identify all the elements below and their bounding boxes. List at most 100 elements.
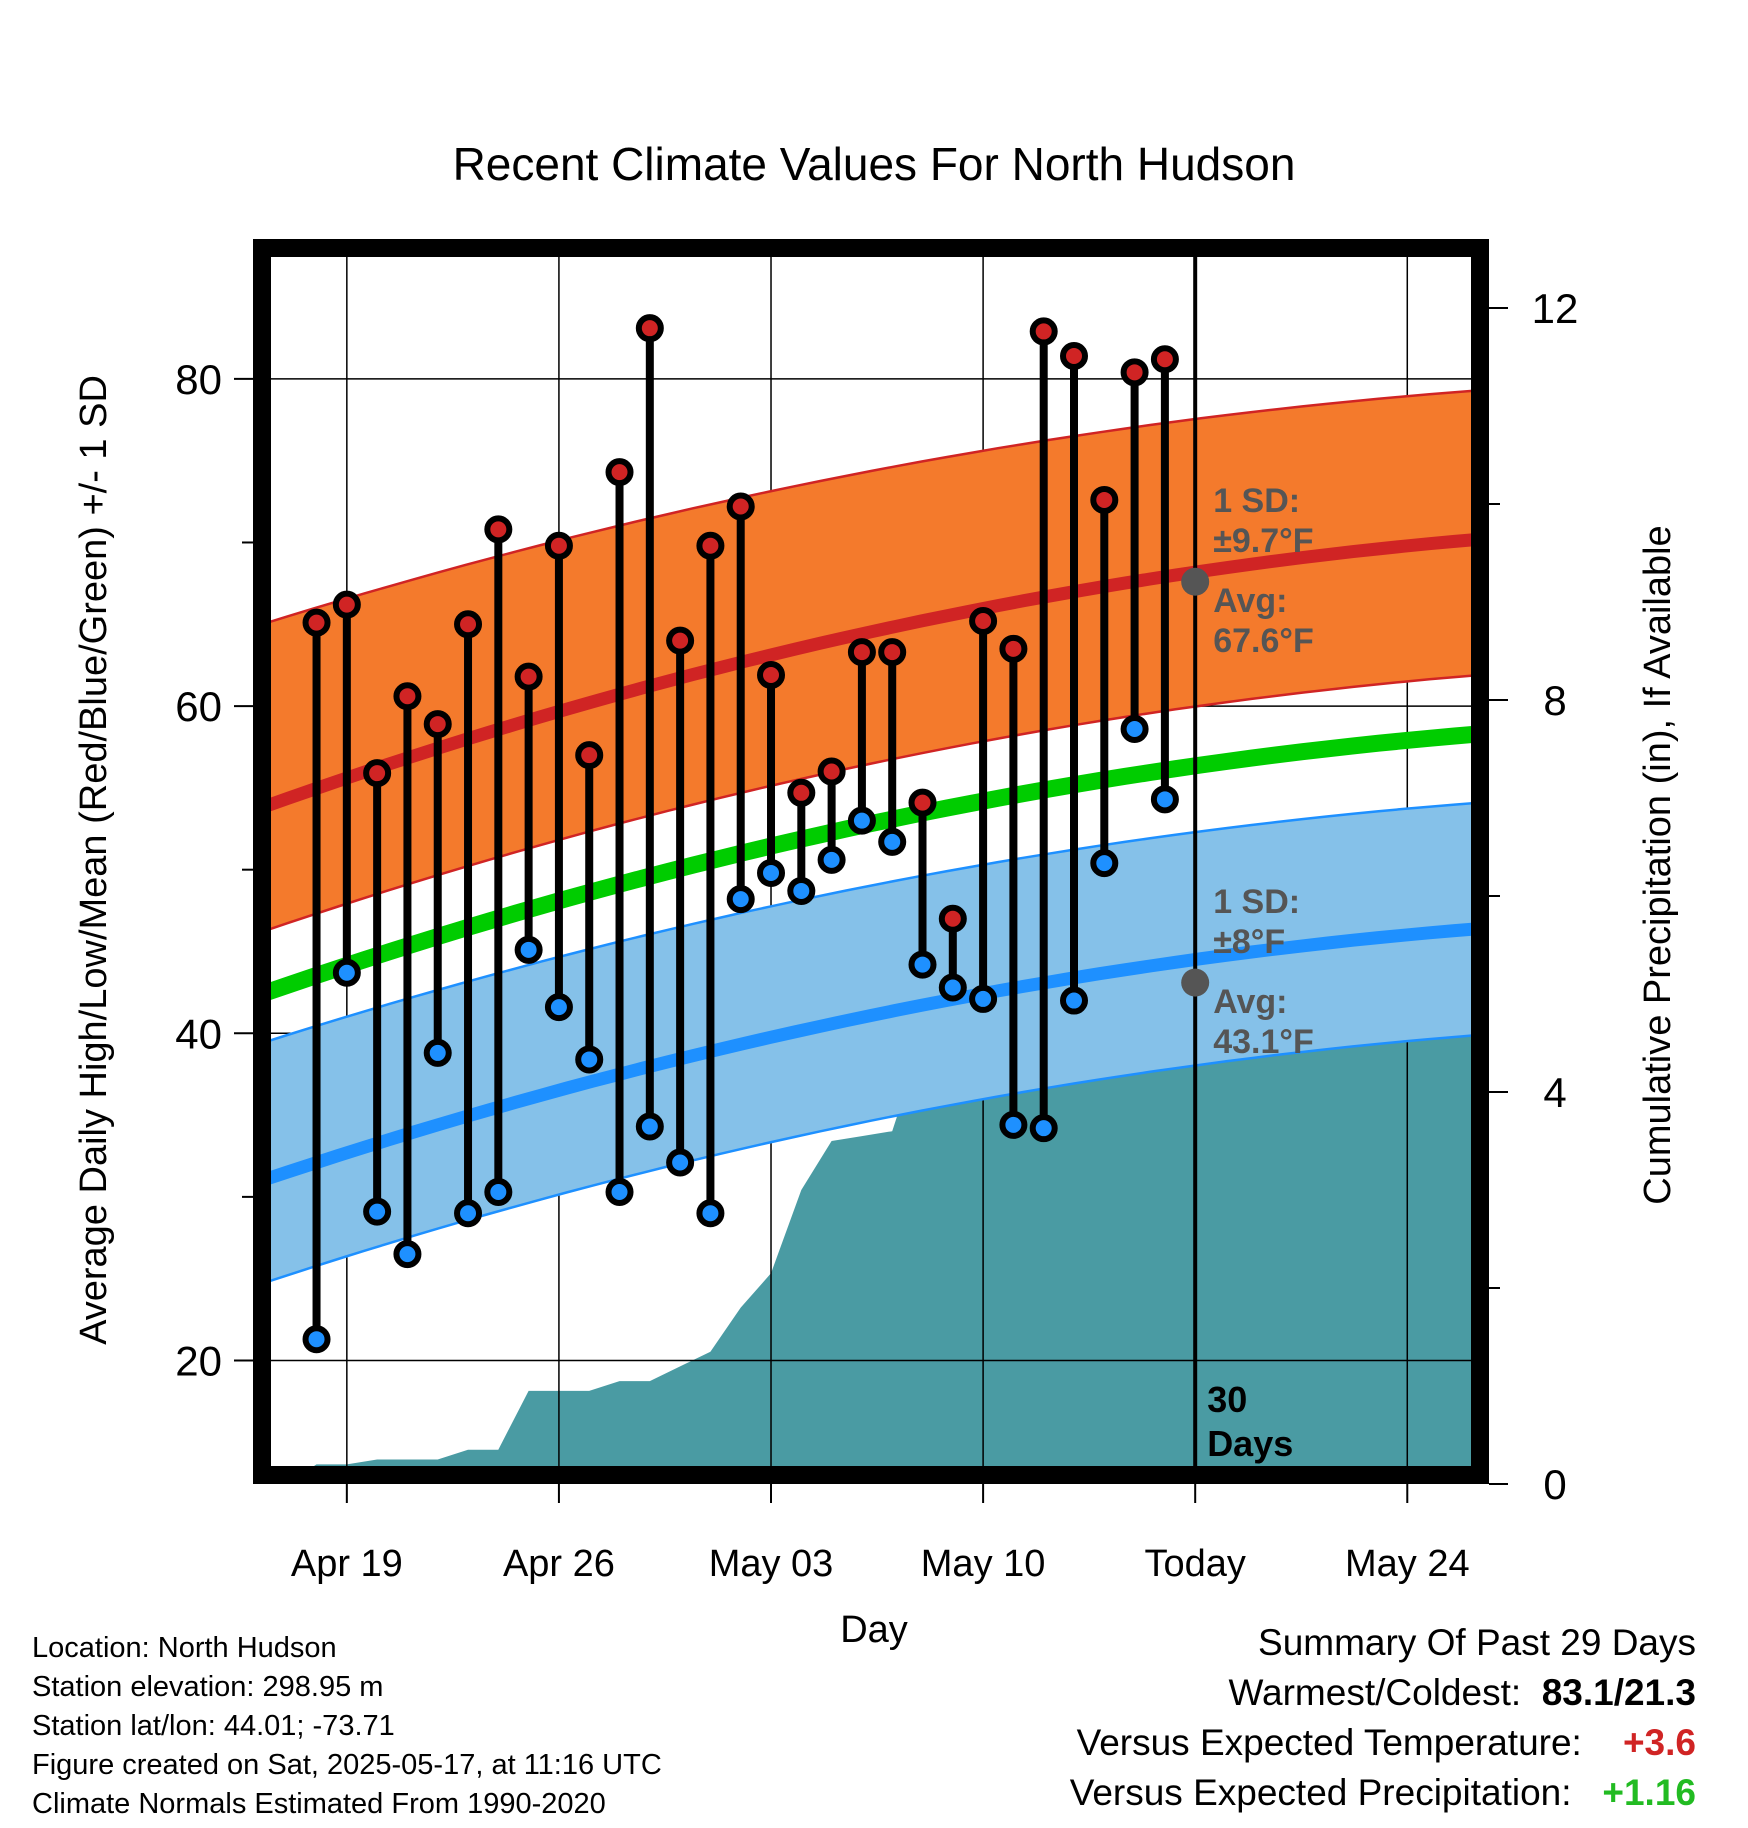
daily-low-point (1090, 849, 1119, 878)
daily-low-point (666, 1148, 695, 1177)
daily-high-point (393, 682, 422, 711)
daily-low-point (484, 1177, 513, 1206)
warm-cold-value: 83.1/21.3 (1541, 1672, 1696, 1713)
high-avg-marker (1181, 567, 1210, 596)
daily-high-point (1029, 317, 1058, 346)
y-tick-label: 60 (175, 683, 222, 730)
daily-high-point (847, 638, 876, 667)
daily-high-point (787, 778, 816, 807)
summary-title: Summary Of Past 29 Days (1258, 1622, 1696, 1663)
daily-high-point (666, 626, 695, 655)
daily-high-point (969, 607, 998, 636)
daily-low-point (999, 1110, 1028, 1139)
low-annotation-text: 43.1°F (1213, 1023, 1314, 1061)
summary-temperature: Versus Expected Temperature: +3.6 (1077, 1722, 1696, 1764)
daily-low-point (423, 1038, 452, 1067)
chart-title: Recent Climate Values For North Hudson (453, 138, 1296, 190)
warm-cold-label: Warmest/Coldest: (1228, 1672, 1522, 1713)
precip-label: Versus Expected Precipitation: (1069, 1772, 1572, 1813)
plot-frame (253, 239, 1489, 1484)
daily-low-point (1029, 1114, 1058, 1143)
y2-tick-label: 12 (1532, 285, 1579, 332)
y-tick-label: 40 (175, 1010, 222, 1057)
low-annotation-text: 1 SD: (1213, 883, 1300, 921)
daily-high-point (605, 458, 634, 487)
daily-low-point (757, 858, 786, 887)
info-latlon: Station lat/lon: 44.01; -73.71 (32, 1710, 395, 1742)
daily-low-point (605, 1177, 634, 1206)
y2-tick-label: 0 (1543, 1461, 1566, 1508)
daily-high-point (696, 531, 725, 560)
daily-low-point (635, 1112, 664, 1141)
daily-low-point (878, 827, 907, 856)
daily-low-point (544, 993, 573, 1022)
daily-low-point (1150, 785, 1179, 814)
daily-low-point (908, 950, 937, 979)
x-axis-label: Day (840, 1609, 908, 1651)
temp-label: Versus Expected Temperature: (1076, 1722, 1582, 1763)
daily-high-point (575, 741, 604, 770)
y2-tick-label: 8 (1543, 677, 1566, 724)
daily-low-point (726, 885, 755, 914)
daily-low-point (847, 806, 876, 835)
daily-low-point (1120, 714, 1149, 743)
daily-high-point (878, 638, 907, 667)
daily-low-point (332, 958, 361, 987)
x-tick-label: Today (1144, 1543, 1245, 1585)
daily-low-point (302, 1325, 331, 1354)
info-elevation: Station elevation: 298.95 m (32, 1671, 384, 1703)
y-tick-label: 20 (175, 1337, 222, 1384)
daily-high-point (635, 314, 664, 343)
low-annotation-text: Avg: (1213, 983, 1287, 1021)
today-days-label: 30 (1207, 1379, 1247, 1420)
y2-axis-label: Cumulative Precipitation (in), If Availa… (1637, 525, 1679, 1204)
daily-low-point (696, 1199, 725, 1228)
daily-high-point (938, 904, 967, 933)
daily-high-point (1090, 485, 1119, 514)
info-created: Figure created on Sat, 2025-05-17, at 11… (32, 1749, 662, 1781)
x-tick-label: Apr 26 (503, 1543, 615, 1585)
info-normals: Climate Normals Estimated From 1990-2020 (32, 1788, 606, 1820)
daily-low-point (514, 935, 543, 964)
summary-warm-cold: Warmest/Coldest: 83.1/21.3 (1228, 1672, 1696, 1714)
axes: 20 40 60 80 0 4 8 12 Apr 19 Apr 26 May 03 May 10 Tod… (175, 239, 1579, 1585)
daily-low-point (363, 1197, 392, 1226)
today-days-label: Days (1207, 1423, 1293, 1464)
daily-high-point (363, 759, 392, 788)
temp-value: +3.6 (1622, 1722, 1696, 1763)
x-tick-label: May 03 (709, 1543, 834, 1585)
daily-high-point (1060, 341, 1088, 370)
y-axis-label: Average Daily High/Low/Mean (Red/Blue/Gr… (73, 375, 115, 1345)
daily-low-point (393, 1240, 422, 1269)
daily-high-point (544, 531, 573, 560)
high-annotation-text: ±9.7°F (1213, 522, 1313, 560)
info-location: Location: North Hudson (32, 1632, 337, 1664)
daily-high-point (484, 515, 513, 544)
daily-high-point (757, 660, 786, 689)
daily-low-point (787, 876, 816, 905)
high-annotation-text: Avg: (1213, 582, 1287, 620)
y-tick-label: 80 (175, 356, 222, 403)
daily-high-point (1120, 358, 1149, 387)
daily-high-point (726, 492, 755, 521)
low-annotation-text: ±8°F (1213, 923, 1285, 961)
x-tick-label: May 24 (1345, 1543, 1470, 1585)
high-annotation-text: 1 SD: (1213, 482, 1300, 520)
low-avg-marker (1181, 968, 1210, 997)
daily-high-point (817, 757, 846, 786)
daily-low-point (938, 973, 967, 1002)
precip-value: +1.16 (1602, 1772, 1696, 1813)
daily-high-point (332, 590, 361, 619)
precip-area (300, 1003, 1480, 1475)
daily-high-point (454, 610, 483, 639)
daily-low-point (1060, 986, 1088, 1015)
summary-precipitation: Versus Expected Precipitation: +1.16 (1070, 1772, 1696, 1814)
x-tick-label: Apr 19 (291, 1543, 403, 1585)
daily-high-point (423, 710, 452, 739)
high-annotation-text: 67.6°F (1213, 622, 1314, 660)
x-tick-label: May 10 (921, 1543, 1046, 1585)
daily-low-point (817, 845, 846, 874)
